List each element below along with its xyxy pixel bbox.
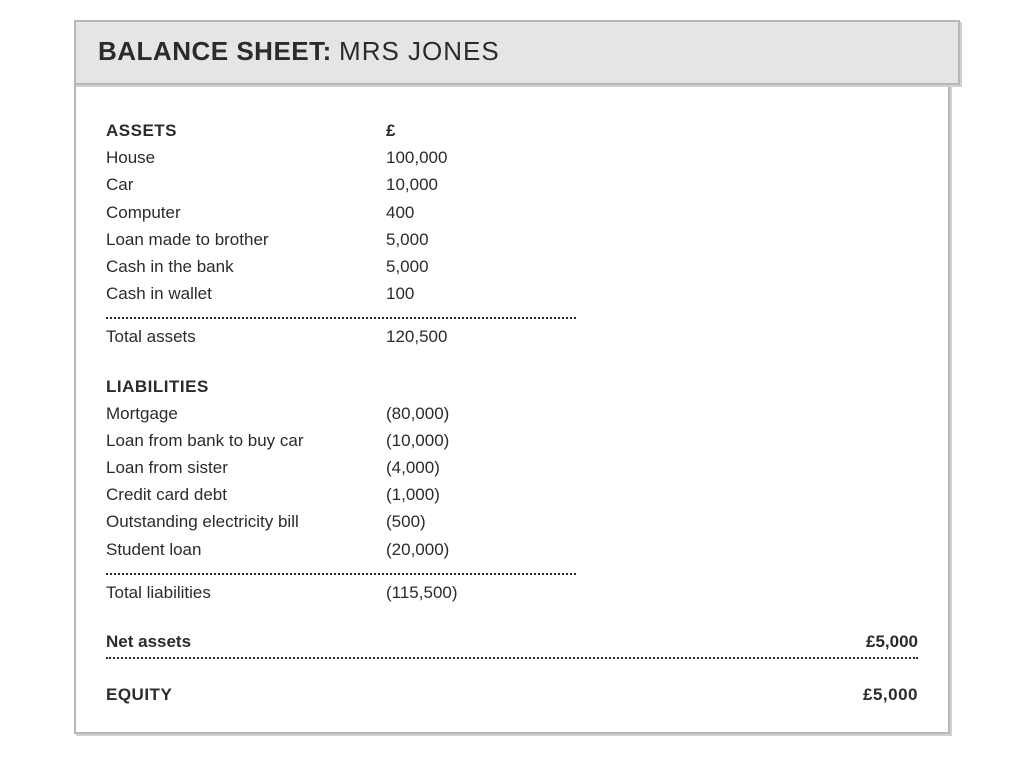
liability-item-label: Mortgage: [106, 400, 386, 427]
liability-item-value: (80,000): [386, 400, 449, 427]
asset-item-row: House100,000: [106, 144, 576, 171]
assets-total-label: Total assets: [106, 323, 386, 350]
liability-item-label: Credit card debt: [106, 481, 386, 508]
liabilities-total-value: (115,500): [386, 579, 458, 606]
asset-item-value: 5,000: [386, 253, 429, 280]
asset-item-value: 100: [386, 280, 414, 307]
liabilities-divider: [106, 573, 576, 575]
asset-item-row: Loan made to brother5,000: [106, 226, 576, 253]
net-block: Net assets £5,000 EQUITY £5,000: [106, 628, 918, 708]
liability-item-value: (1,000): [386, 481, 440, 508]
liabilities-total-row: Total liabilities (115,500): [106, 579, 576, 606]
liability-item-label: Student loan: [106, 536, 386, 563]
liability-item-value: (20,000): [386, 536, 449, 563]
assets-heading-row: ASSETS £: [106, 117, 576, 144]
equity-label: EQUITY: [106, 681, 172, 708]
liability-item-row: Student loan(20,000): [106, 536, 576, 563]
assets-heading: ASSETS: [106, 117, 386, 144]
liabilities-total-label: Total liabilities: [106, 579, 386, 606]
liability-item-label: Loan from bank to buy car: [106, 427, 386, 454]
asset-item-label: House: [106, 144, 386, 171]
asset-item-row: Cash in wallet100: [106, 280, 576, 307]
net-assets-row: Net assets £5,000: [106, 628, 918, 659]
liability-item-value: (4,000): [386, 454, 440, 481]
liability-item-row: Credit card debt(1,000): [106, 481, 576, 508]
liability-item-row: Mortgage(80,000): [106, 400, 576, 427]
net-assets-value: £5,000: [866, 628, 918, 655]
title-light: MRS JONES: [339, 36, 500, 66]
liabilities-table: LIABILITIES Mortgage(80,000)Loan from ba…: [106, 373, 576, 607]
asset-item-value: 400: [386, 199, 414, 226]
liability-item-value: (500): [386, 508, 426, 535]
liability-item-row: Loan from bank to buy car(10,000): [106, 427, 576, 454]
asset-item-row: Computer400: [106, 199, 576, 226]
asset-item-label: Cash in wallet: [106, 280, 386, 307]
liabilities-heading: LIABILITIES: [106, 373, 386, 400]
asset-item-label: Cash in the bank: [106, 253, 386, 280]
liability-item-label: Outstanding electricity bill: [106, 508, 386, 535]
liability-item-row: Outstanding electricity bill(500): [106, 508, 576, 535]
net-assets-label: Net assets: [106, 628, 191, 655]
title-bar: BALANCE SHEET: MRS JONES: [74, 20, 960, 85]
asset-item-label: Car: [106, 171, 386, 198]
asset-item-row: Car10,000: [106, 171, 576, 198]
asset-item-label: Computer: [106, 199, 386, 226]
asset-item-value: 10,000: [386, 171, 438, 198]
currency-symbol: £: [386, 117, 396, 144]
title-bold: BALANCE SHEET:: [98, 36, 332, 66]
equity-row: EQUITY £5,000: [106, 681, 918, 708]
assets-table: ASSETS £ House100,000Car10,000Computer40…: [106, 117, 576, 351]
liability-item-row: Loan from sister(4,000): [106, 454, 576, 481]
liability-item-value: (10,000): [386, 427, 449, 454]
assets-total-row: Total assets 120,500: [106, 323, 576, 350]
assets-divider: [106, 317, 576, 319]
balance-sheet: BALANCE SHEET: MRS JONES ASSETS £ House1…: [74, 20, 950, 734]
content: ASSETS £ House100,000Car10,000Computer40…: [76, 85, 948, 732]
liabilities-heading-row: LIABILITIES: [106, 373, 576, 400]
liability-item-label: Loan from sister: [106, 454, 386, 481]
assets-total-value: 120,500: [386, 323, 447, 350]
asset-item-value: 5,000: [386, 226, 429, 253]
asset-item-row: Cash in the bank5,000: [106, 253, 576, 280]
equity-value: £5,000: [863, 681, 918, 708]
asset-item-label: Loan made to brother: [106, 226, 386, 253]
asset-item-value: 100,000: [386, 144, 447, 171]
